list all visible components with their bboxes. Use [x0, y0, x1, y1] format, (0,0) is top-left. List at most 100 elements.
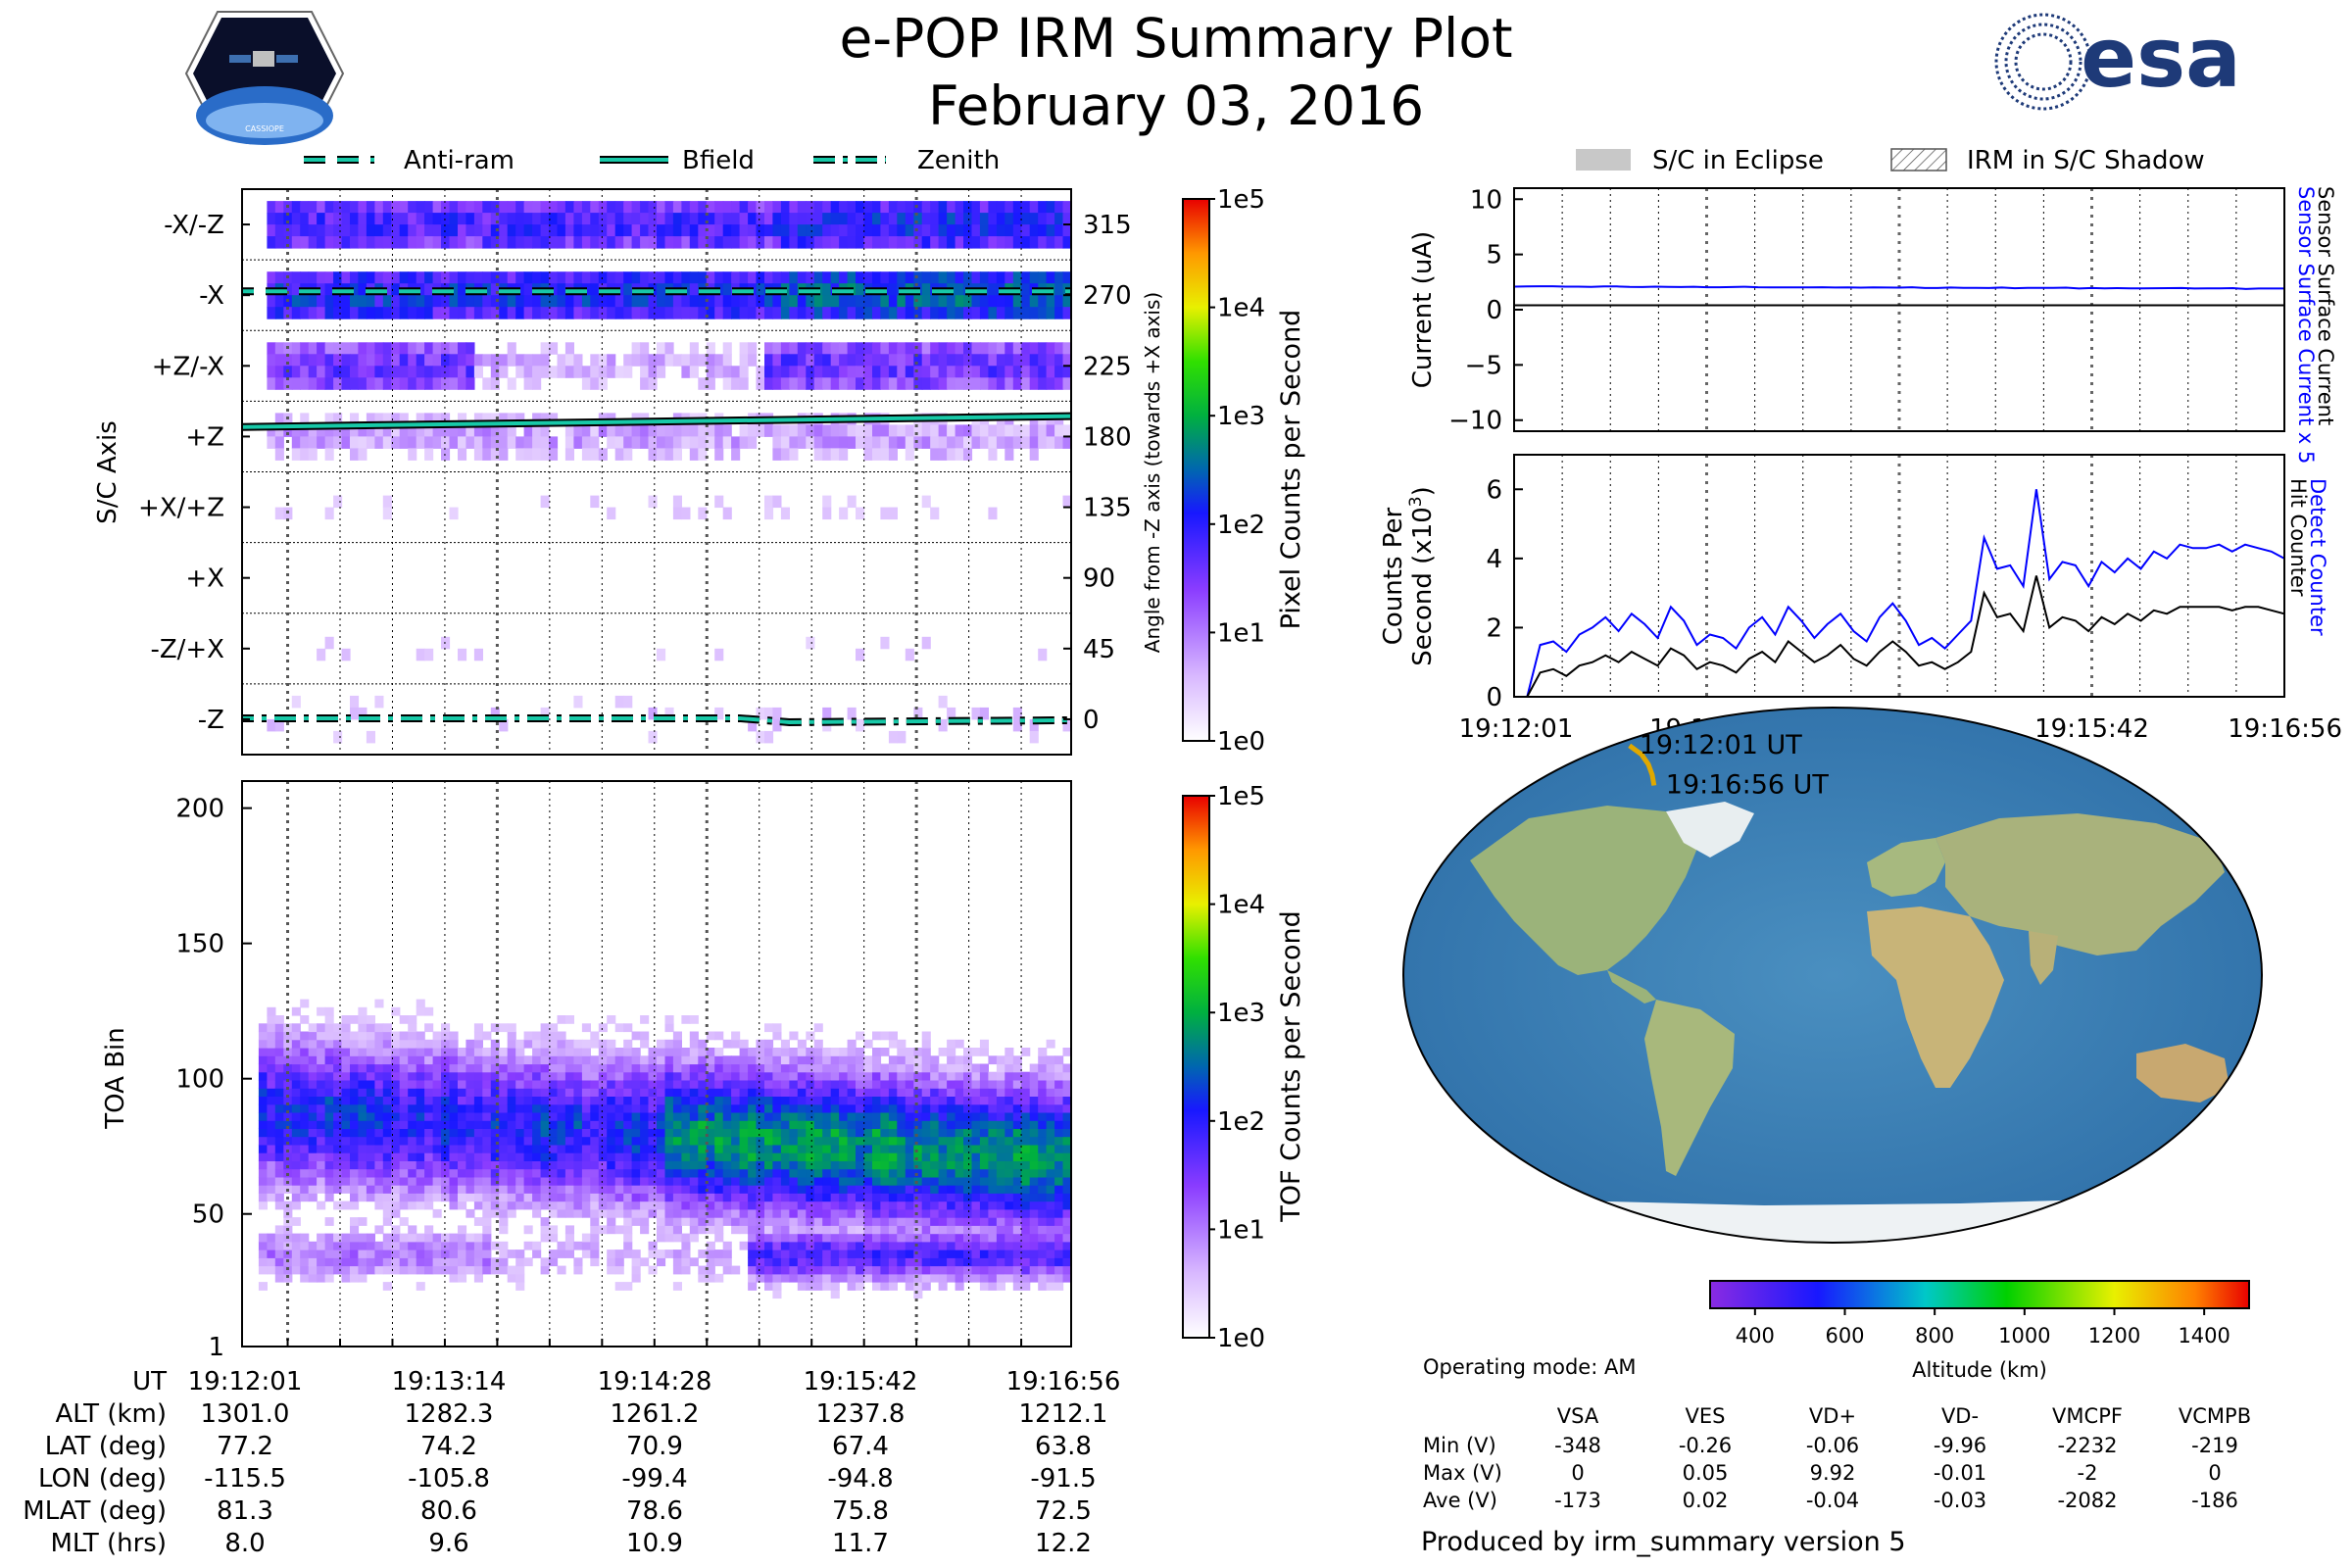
- toa-cell: [523, 1257, 533, 1267]
- toa-cell: [382, 1241, 392, 1250]
- toa-cell: [830, 1193, 840, 1202]
- toa-cell: [614, 1063, 624, 1073]
- angle-cell: [971, 354, 981, 367]
- angle-cell: [499, 718, 509, 732]
- toa-cell: [408, 1023, 417, 1033]
- angle-cell: [780, 342, 790, 355]
- toa-cell: [523, 1103, 533, 1113]
- angle-cell: [573, 354, 583, 367]
- angle-cell: [458, 366, 467, 378]
- angle-cell: [657, 283, 666, 296]
- angle-cell: [466, 201, 475, 214]
- angle-cell: [706, 295, 715, 308]
- toa-cell: [921, 1152, 931, 1161]
- toa-cell: [780, 1128, 790, 1138]
- toa-cell: [664, 1055, 674, 1065]
- toa-cell: [913, 1241, 923, 1250]
- angle-cell: [473, 271, 483, 284]
- toa-cell: [399, 1128, 409, 1138]
- angle-cell: [291, 224, 301, 237]
- toa-cell: [863, 1063, 873, 1073]
- toa-cell: [523, 1136, 533, 1146]
- toa-cell: [1054, 1152, 1064, 1161]
- toa-cell: [358, 1185, 368, 1194]
- angle-cell: [905, 448, 914, 461]
- toa-cell: [921, 1055, 931, 1065]
- colorbar-tick-label: 1e2: [1217, 1107, 1265, 1137]
- angle-cell: [657, 354, 666, 367]
- toa-cell: [764, 1103, 774, 1113]
- angle-cell: [391, 271, 401, 284]
- toa-cell: [473, 1144, 483, 1153]
- angle-cell: [607, 366, 616, 378]
- toa-cell: [424, 1176, 434, 1186]
- angle-cell: [1062, 224, 1071, 237]
- angle-cell: [1038, 236, 1048, 249]
- angle-cell: [813, 271, 823, 284]
- toa-cell: [897, 1193, 906, 1202]
- toa-cell: [689, 1031, 699, 1041]
- toa-cell: [557, 1055, 566, 1065]
- landmass-africa: [1867, 906, 2004, 1088]
- toa-cell: [748, 1193, 758, 1202]
- toa-cell: [640, 1096, 650, 1105]
- angle-cell: [358, 436, 368, 449]
- angle-cell: [549, 366, 559, 378]
- toa-cell: [813, 1080, 823, 1089]
- toa-cell: [291, 1120, 301, 1129]
- angle-cell: [458, 354, 467, 367]
- toa-cell: [1038, 1273, 1048, 1283]
- angle-cell: [756, 707, 765, 720]
- angle-cell: [938, 201, 948, 214]
- toa-cell: [382, 1120, 392, 1129]
- toa-cell: [797, 1233, 807, 1243]
- angle-cell: [739, 224, 749, 237]
- angle-cell: [672, 354, 682, 367]
- toa-cell: [308, 1063, 318, 1073]
- toa-cell: [648, 1055, 658, 1065]
- toa-cell: [839, 1200, 849, 1210]
- toa-cell: [988, 1282, 998, 1291]
- angle-cell: [291, 366, 301, 378]
- toa-cell: [317, 1006, 326, 1016]
- toa-cell: [847, 1200, 857, 1210]
- toa-cell: [830, 1290, 840, 1299]
- toa-cell: [822, 1185, 832, 1194]
- toa-cell: [672, 1048, 682, 1056]
- toa-cell: [391, 1193, 401, 1202]
- toa-cell: [549, 1071, 559, 1081]
- angle-cell: [648, 307, 658, 319]
- angle-cell: [772, 224, 782, 237]
- angle-cell: [979, 377, 989, 390]
- ephem-row-header: LON (deg): [38, 1464, 167, 1494]
- angle-cell: [689, 448, 699, 461]
- toa-cell: [856, 1063, 865, 1073]
- toa-cell: [523, 1128, 533, 1138]
- toa-cell: [1021, 1071, 1031, 1081]
- toa-cell: [657, 1233, 666, 1243]
- angle-cell: [350, 213, 360, 225]
- toa-cell: [507, 1200, 516, 1210]
- angle-cell: [797, 354, 807, 367]
- toa-cell: [1004, 1185, 1014, 1194]
- orbit-start-label: 19:12:01 UT: [1640, 730, 1803, 760]
- angle-cell: [706, 424, 715, 437]
- toa-cell: [366, 1193, 375, 1202]
- toa-cell: [515, 1088, 525, 1097]
- toa-cell: [1054, 1055, 1064, 1065]
- toa-cell: [789, 1055, 799, 1065]
- toa-cell: [557, 1193, 566, 1202]
- toa-cell: [441, 1185, 451, 1194]
- toa-cell: [317, 1120, 326, 1129]
- toa-cell: [607, 1015, 616, 1024]
- toa-cell: [971, 1071, 981, 1081]
- toa-cell: [888, 1273, 898, 1283]
- angle-cell: [988, 224, 998, 237]
- toa-cell: [1021, 1168, 1031, 1178]
- angle-cell: [607, 295, 616, 308]
- toa-cell: [473, 1112, 483, 1121]
- toa-cell: [283, 1144, 293, 1153]
- angle-cell: [657, 448, 666, 461]
- toa-cell: [424, 1241, 434, 1250]
- toa-cell: [756, 1217, 765, 1226]
